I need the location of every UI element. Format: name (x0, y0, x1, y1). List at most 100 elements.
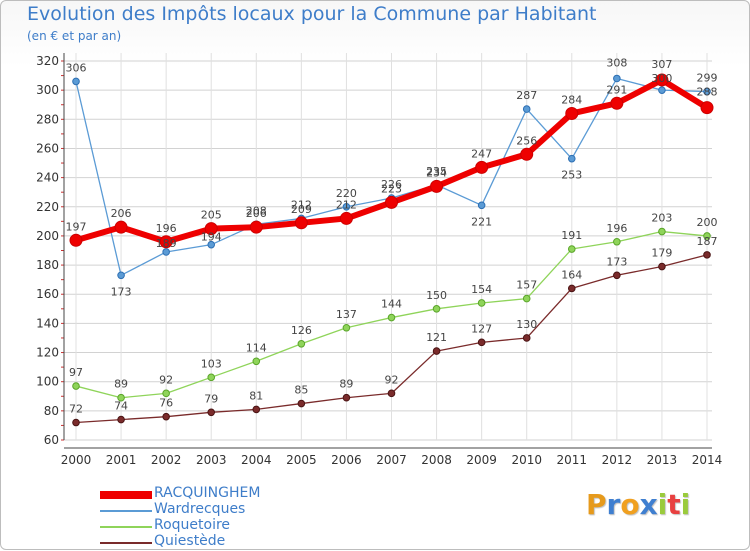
legend-item-wardrecques: Wardrecques (100, 501, 320, 519)
data-label: 256 (516, 134, 537, 147)
x-tick-label: 2010 (511, 453, 542, 467)
x-tick-label: 2001 (106, 453, 137, 467)
y-tick-label: 320 (36, 54, 59, 68)
data-label: 157 (516, 279, 537, 292)
data-label: 144 (381, 298, 402, 311)
data-label: 220 (336, 187, 357, 200)
x-tick-label: 2000 (61, 453, 92, 467)
y-tick-label: 200 (36, 229, 59, 243)
data-label: 97 (69, 366, 83, 379)
y-tick-label: 280 (36, 112, 59, 126)
data-point (162, 389, 170, 398)
x-tick-label: 2009 (466, 453, 497, 467)
data-point (658, 262, 666, 271)
data-point (117, 271, 125, 280)
data-label: 85 (294, 384, 308, 397)
data-point (658, 86, 666, 94)
data-label: 226 (381, 178, 402, 191)
data-point (477, 299, 486, 307)
data-point (162, 412, 170, 421)
data-label: 150 (426, 289, 447, 302)
y-tick-label: 60 (44, 433, 59, 447)
x-tick-label: 2008 (421, 453, 452, 467)
y-tick-label: 240 (36, 171, 59, 185)
data-label: 81 (249, 389, 263, 402)
data-point (613, 237, 621, 246)
data-point (610, 96, 624, 110)
data-label: 196 (156, 222, 177, 235)
data-point (69, 233, 83, 247)
data-label: 114 (246, 341, 267, 354)
data-label: 121 (426, 331, 447, 344)
data-point (703, 87, 711, 96)
data-point (252, 405, 261, 414)
x-tick-label: 2002 (151, 453, 182, 467)
data-label: 247 (471, 147, 492, 160)
data-label: 74 (114, 400, 128, 413)
x-tick-label: 2003 (196, 453, 227, 467)
data-point (387, 389, 396, 398)
data-label: 173 (606, 255, 627, 268)
data-point (294, 216, 308, 230)
data-point (114, 220, 128, 234)
data-label: 191 (561, 229, 582, 242)
data-point (252, 357, 261, 366)
legend-swatch (100, 510, 152, 512)
data-label: 103 (201, 357, 222, 370)
logo-letter: o (620, 488, 640, 521)
data-label: 234 (426, 166, 447, 179)
data-point (207, 373, 216, 382)
data-label: 299 (697, 72, 718, 85)
data-label: 194 (201, 231, 222, 244)
data-point (72, 77, 80, 86)
data-point (207, 408, 216, 417)
data-point (522, 105, 531, 113)
chart-subtitle: (en € et par an) (27, 29, 122, 43)
data-label: 288 (697, 86, 718, 99)
data-point (342, 323, 351, 332)
data-label: 205 (201, 209, 222, 222)
data-label: 89 (114, 378, 128, 391)
data-label: 209 (291, 203, 312, 216)
legend-label: Roquetoire (154, 517, 231, 533)
data-point (72, 382, 80, 390)
data-label: 287 (516, 89, 537, 102)
proxiti-logo: Proxiti (586, 488, 690, 521)
data-point (297, 339, 306, 348)
data-label: 196 (606, 222, 627, 235)
data-label: 92 (385, 373, 399, 386)
data-label: 92 (159, 373, 173, 386)
data-point (432, 305, 441, 313)
data-label: 253 (561, 169, 582, 182)
data-label: 223 (381, 182, 402, 195)
data-label: 206 (111, 207, 132, 220)
data-point (613, 271, 621, 280)
data-label: 164 (561, 268, 582, 281)
y-tick-label: 160 (36, 287, 59, 301)
y-tick-label: 220 (36, 200, 59, 214)
y-tick-label: 300 (36, 83, 59, 97)
legend-swatch (100, 542, 152, 544)
data-label: 291 (606, 83, 627, 96)
data-point (520, 147, 534, 161)
data-label: 306 (66, 61, 87, 74)
legend-label: Wardrecques (154, 501, 246, 517)
legend-item-quiestede: Quiestède (100, 533, 320, 551)
y-tick-label: 140 (36, 316, 59, 330)
x-tick-label: 2005 (286, 453, 317, 467)
data-label: 154 (471, 283, 492, 296)
legend-item-racquinghem: RACQUINGHEM (100, 485, 320, 503)
data-point (477, 338, 486, 347)
data-point (703, 251, 711, 259)
data-label: 208 (246, 204, 267, 217)
data-label: 187 (697, 235, 718, 248)
data-point (117, 393, 125, 402)
data-point (204, 222, 218, 236)
x-tick-label: 2006 (331, 453, 362, 467)
y-tick-label: 180 (36, 258, 59, 272)
data-point (700, 101, 714, 115)
data-label: 137 (336, 308, 357, 321)
logo-letter: i (680, 488, 691, 521)
data-point (522, 294, 531, 303)
